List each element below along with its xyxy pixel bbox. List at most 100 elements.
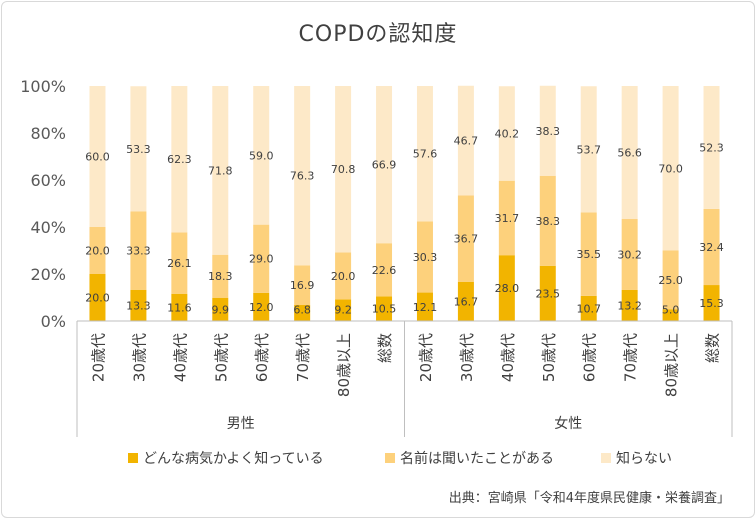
data-label: 66.9 (372, 159, 397, 172)
bar-segment (294, 86, 311, 266)
data-label: 10.7 (576, 302, 601, 315)
data-label: 35.5 (576, 248, 601, 261)
y-tick-label: 80% (30, 124, 66, 143)
data-label: 32.4 (699, 241, 724, 254)
bar-segment (539, 265, 556, 321)
data-label: 13.2 (617, 299, 642, 312)
bar-segment (621, 219, 638, 290)
bar-segment (376, 296, 393, 321)
x-tick-label: 50歳代 (212, 333, 230, 382)
data-label: 29.0 (249, 253, 274, 266)
bar-segment (89, 274, 106, 321)
bar-segment (621, 86, 638, 220)
data-label: 16.7 (454, 295, 479, 308)
x-tick-label: 30歳代 (458, 333, 476, 382)
data-label: 20.0 (85, 245, 110, 258)
data-label: 18.3 (208, 270, 233, 283)
bar-segment (376, 243, 393, 297)
bar-segment (212, 86, 229, 255)
group-label: 女性 (554, 415, 582, 432)
data-label: 26.1 (167, 257, 192, 270)
x-tick-label: 80歳以上 (663, 333, 681, 397)
bar-segment (212, 254, 229, 298)
data-label: 9.9 (212, 303, 230, 316)
bar-segment (703, 285, 720, 321)
group-label: 男性 (227, 416, 255, 432)
legend-swatch (128, 453, 138, 463)
data-label: 38.3 (536, 215, 561, 228)
data-label: 16.9 (290, 279, 315, 292)
data-label: 22.6 (372, 264, 397, 277)
bar-segment (171, 293, 188, 321)
bar-segment (498, 180, 515, 256)
bar-segment (539, 175, 556, 266)
data-label: 53.7 (576, 143, 601, 156)
bar-segment (294, 265, 311, 306)
bar-segment (457, 281, 474, 321)
data-label: 33.3 (126, 245, 151, 258)
bar-segment (662, 250, 679, 310)
legend-swatch (601, 453, 611, 463)
x-tick-label: 80歳以上 (335, 333, 353, 397)
bar-segment (457, 195, 474, 282)
data-label: 62.3 (167, 153, 192, 166)
data-label: 9.2 (334, 303, 352, 316)
data-label: 5.0 (662, 303, 680, 316)
data-label: 10.5 (372, 303, 397, 316)
bar-segment (212, 297, 229, 321)
y-tick-label: 20% (30, 265, 66, 284)
data-label: 76.3 (290, 170, 315, 183)
data-label: 25.0 (658, 274, 683, 287)
data-label: 70.8 (331, 163, 356, 176)
bar-segment (253, 292, 270, 321)
data-label: 31.7 (495, 212, 520, 225)
data-label: 30.3 (413, 251, 438, 264)
source-note: 出典：宮崎県「令和4年度県民健康・栄養調査」 (448, 491, 730, 506)
bar-segment (621, 289, 638, 321)
bar-segment (416, 292, 433, 321)
bar-segment (580, 86, 597, 213)
data-label: 40.2 (495, 127, 520, 140)
bar-segment (662, 86, 679, 251)
data-label: 52.3 (699, 141, 724, 154)
bar-segment (416, 86, 433, 222)
data-label: 23.5 (536, 287, 561, 300)
data-label: 6.8 (293, 303, 311, 316)
data-label: 59.0 (249, 149, 274, 162)
data-label: 11.6 (167, 301, 192, 314)
data-label: 53.3 (126, 143, 151, 156)
data-label: 60.0 (85, 151, 110, 164)
bar-segment (539, 85, 556, 176)
y-tick-label: 100% (20, 77, 66, 96)
x-tick-label: 30歳代 (130, 333, 148, 382)
bar-segment (253, 86, 270, 225)
bar-segment (580, 295, 597, 321)
x-tick-label: 70歳代 (622, 333, 640, 382)
y-tick-label: 60% (30, 171, 66, 190)
data-label: 46.7 (454, 135, 479, 148)
bar-segment (171, 232, 188, 294)
legend-label: 名前は聞いたことがある (400, 450, 554, 467)
data-label: 20.0 (85, 292, 110, 305)
bar-segment (335, 86, 352, 253)
y-tick-label: 40% (30, 218, 66, 237)
bar-segment (130, 86, 147, 212)
bar-segment (89, 86, 106, 227)
x-tick-label: 総数 (376, 333, 394, 363)
x-tick-label: 40歳代 (499, 333, 517, 382)
x-tick-label: 20歳代 (417, 333, 435, 382)
data-label: 57.6 (413, 148, 438, 161)
data-label: 38.3 (536, 125, 561, 138)
data-label: 70.0 (658, 162, 683, 175)
data-label: 13.3 (126, 299, 151, 312)
bar-segment (662, 309, 679, 321)
x-tick-label: 総数 (704, 333, 722, 363)
bar-segment (498, 255, 515, 321)
bar-segment (171, 86, 188, 233)
x-tick-label: 20歳代 (89, 333, 107, 382)
legend-label: どんな病気かよく知っている (143, 450, 324, 467)
bar-segment (580, 212, 597, 296)
bar-segment (703, 208, 720, 286)
legend-swatch (385, 453, 395, 463)
x-tick-label: 60歳代 (581, 333, 599, 382)
